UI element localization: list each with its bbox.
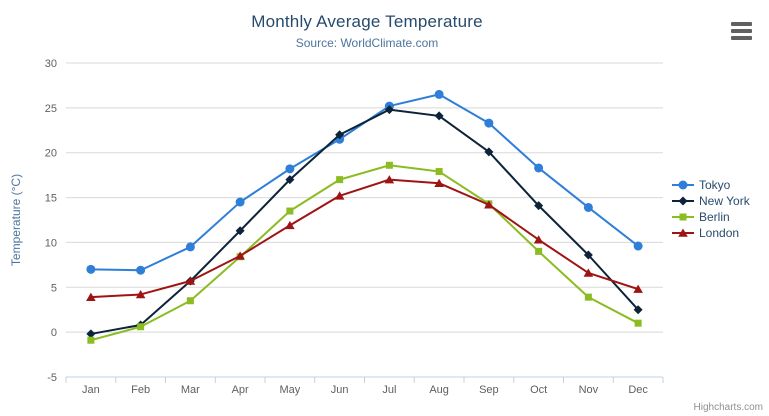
hamburger-menu-icon <box>731 22 752 26</box>
data-point-new-york-may[interactable] <box>285 175 295 185</box>
data-point-berlin-may[interactable] <box>286 207 294 215</box>
x-axis-tick-label: Aug <box>429 384 449 396</box>
data-point-tokyo-oct[interactable] <box>534 163 544 173</box>
data-point-london-jan[interactable] <box>86 292 96 301</box>
y-axis-tick-label: 15 <box>45 193 57 205</box>
x-axis-labels: Jan Feb Mar Apr May Jun Jul Aug Sep Oct Nov Dec <box>82 384 648 396</box>
legend-item-london[interactable]: London <box>672 225 750 241</box>
data-point-berlin-feb[interactable] <box>137 323 145 331</box>
y-axis-labels: -5 0 5 10 15 20 25 30 <box>45 58 57 384</box>
data-point-london-dec[interactable] <box>633 284 643 293</box>
data-point-tokyo-feb[interactable] <box>136 265 146 275</box>
hamburger-menu-icon <box>731 36 752 40</box>
data-point-berlin-dec[interactable] <box>634 319 642 327</box>
series-line-berlin[interactable] <box>89 164 640 342</box>
series-line-new-york[interactable] <box>89 108 640 335</box>
legend-marker-icon-triangle <box>672 228 694 237</box>
x-axis-tick-label: Jun <box>331 384 349 396</box>
data-point-berlin-jul[interactable] <box>385 161 393 169</box>
highcharts-credits-link[interactable]: Highcharts.com <box>693 402 763 413</box>
x-axis-tick-label: Apr <box>232 384 249 396</box>
data-point-london-jun[interactable] <box>334 191 345 200</box>
x-axis-tick-label: Jan <box>82 384 100 396</box>
y-axis-tick-label: 20 <box>45 148 57 160</box>
x-axis-tick-label: Oct <box>530 384 547 396</box>
x-axis-tick-label: Jul <box>382 384 396 396</box>
x-axis <box>65 376 664 383</box>
series-line-london[interactable] <box>89 178 640 299</box>
data-point-london-feb[interactable] <box>135 289 146 299</box>
data-point-berlin-jan[interactable] <box>87 336 95 344</box>
hamburger-menu-icon <box>731 29 752 33</box>
data-point-new-york-dec[interactable] <box>633 305 643 315</box>
series-tokyo[interactable] <box>86 89 643 275</box>
series-line-tokyo[interactable] <box>89 93 640 272</box>
y-axis-tick-label: 10 <box>45 237 57 249</box>
data-point-tokyo-apr[interactable] <box>235 197 245 207</box>
data-point-new-york-jan[interactable] <box>86 329 96 339</box>
data-point-london-may[interactable] <box>285 220 295 230</box>
data-point-new-york-apr[interactable] <box>235 226 245 236</box>
x-axis-tick-label: May <box>279 384 300 396</box>
data-point-tokyo-aug[interactable] <box>434 89 444 99</box>
legend-item-new-york[interactable]: New York <box>672 193 750 209</box>
x-axis-tick-label: Sep <box>479 384 499 396</box>
context-menu-button[interactable] <box>731 22 753 40</box>
data-point-london-sep[interactable] <box>484 200 494 209</box>
legend-marker-icon-circle <box>672 180 694 190</box>
data-point-berlin-aug[interactable] <box>435 168 443 176</box>
legend-label: London <box>699 226 740 240</box>
data-point-tokyo-may[interactable] <box>285 164 295 174</box>
x-axis-tick-label: Dec <box>628 384 648 396</box>
series-london[interactable] <box>86 175 643 301</box>
data-point-new-york-jun[interactable] <box>335 130 345 140</box>
data-point-london-mar[interactable] <box>185 276 196 285</box>
y-axis-tick-label: 0 <box>51 327 57 339</box>
series-new-york[interactable] <box>86 105 643 339</box>
chart-subtitle: Source: WorldClimate.com <box>295 36 439 50</box>
data-point-london-jul[interactable] <box>384 175 395 184</box>
data-point-london-nov[interactable] <box>583 268 594 277</box>
data-point-tokyo-mar[interactable] <box>185 242 195 252</box>
data-point-berlin-oct[interactable] <box>535 247 543 255</box>
data-point-new-york-oct[interactable] <box>534 201 544 211</box>
legend-item-tokyo[interactable]: Tokyo <box>672 177 750 193</box>
data-point-tokyo-dec[interactable] <box>633 241 643 251</box>
data-point-london-oct[interactable] <box>533 235 544 244</box>
chart-title: Monthly Average Temperature <box>251 12 483 31</box>
data-point-london-aug[interactable] <box>434 178 444 188</box>
data-point-new-york-aug[interactable] <box>434 111 444 121</box>
legend-label: Berlin <box>699 210 730 224</box>
y-axis-tick-label: 5 <box>51 282 57 294</box>
legend-label: Tokyo <box>699 178 731 192</box>
legend: Tokyo New York Berlin London <box>672 177 750 241</box>
legend-label: New York <box>699 194 750 208</box>
x-axis-tick-label: Feb <box>131 384 150 396</box>
data-point-new-york-nov[interactable] <box>583 250 593 260</box>
y-axis-tick-label: 25 <box>45 103 57 115</box>
data-point-new-york-sep[interactable] <box>484 147 494 157</box>
y-axis-title: Temperature (°C) <box>9 173 23 267</box>
data-point-berlin-nov[interactable] <box>584 293 592 301</box>
x-axis-tick-label: Mar <box>181 384 200 396</box>
data-point-london-apr[interactable] <box>235 251 245 260</box>
x-axis-tick-label: Nov <box>579 384 599 396</box>
data-point-tokyo-nov[interactable] <box>583 202 593 212</box>
legend-marker-icon-diamond <box>672 196 694 206</box>
y-axis-tick-label: 30 <box>45 58 57 70</box>
legend-marker-icon-square <box>672 213 694 221</box>
data-point-berlin-jun[interactable] <box>336 176 344 184</box>
data-point-berlin-mar[interactable] <box>186 297 194 305</box>
y-axis-tick-label: -5 <box>47 372 57 384</box>
data-point-new-york-jul[interactable] <box>384 105 394 115</box>
data-point-tokyo-jan[interactable] <box>86 264 96 274</box>
data-point-tokyo-sep[interactable] <box>484 118 494 128</box>
legend-item-berlin[interactable]: Berlin <box>672 209 750 225</box>
gridlines <box>66 62 663 333</box>
